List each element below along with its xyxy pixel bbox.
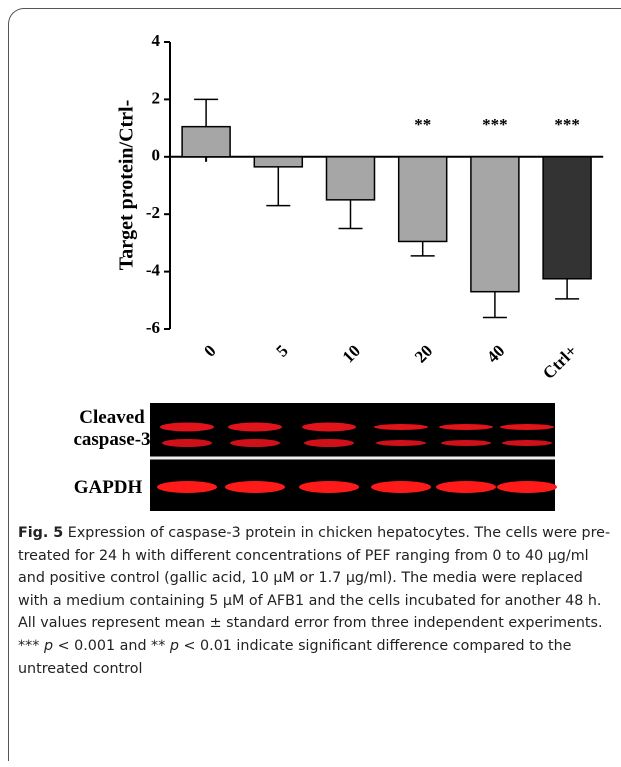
band [302, 423, 356, 432]
band [304, 439, 354, 447]
y-tick-label: -2 [146, 203, 160, 222]
page: Target protein/Ctrl- Cleavedcaspase-3 GA… [0, 0, 621, 767]
bar [399, 157, 447, 242]
caption-text: < 0.001 and ** [53, 638, 170, 654]
blot-label-line: Cleaved [79, 407, 145, 428]
x-tick-label: Ctrl+ [539, 341, 581, 383]
band [225, 481, 285, 493]
band [436, 481, 496, 493]
bar [182, 127, 230, 157]
bar [471, 157, 519, 292]
band [157, 481, 217, 493]
y-tick-label: 0 [152, 146, 161, 165]
band [376, 440, 426, 446]
y-tick-label: -6 [146, 318, 160, 337]
error-bar [555, 279, 579, 299]
bar [254, 157, 302, 167]
x-tick-label: 0 [200, 341, 219, 360]
blot-label-line: caspase-3 [73, 429, 150, 450]
x-tick-label: 20 [411, 341, 436, 366]
band [500, 424, 554, 430]
band [230, 439, 280, 447]
band [371, 481, 431, 493]
band [497, 481, 557, 493]
error-bar [266, 167, 290, 206]
significance-label: *** [482, 115, 508, 134]
error-bar [339, 200, 363, 229]
error-bar [483, 292, 507, 318]
band [299, 481, 359, 493]
significance-label: *** [554, 115, 580, 134]
band [228, 423, 282, 432]
y-axis-label: Target protein/Ctrl- [116, 100, 138, 271]
caption-label: Fig. 5 [18, 525, 63, 541]
band [162, 439, 212, 447]
blot-label: GAPDH [74, 477, 143, 498]
error-bar [194, 99, 218, 126]
y-tick-label: -4 [146, 261, 161, 280]
bar [543, 157, 591, 279]
x-tick-label: 40 [483, 341, 508, 366]
caption-text: Expression of caspase-3 protein in chick… [18, 525, 610, 654]
band [160, 423, 214, 432]
error-bar [411, 241, 435, 255]
band [502, 440, 552, 446]
y-tick-label: 4 [152, 31, 161, 50]
significance-label: ** [414, 115, 431, 134]
band [374, 424, 428, 430]
band [441, 440, 491, 446]
x-tick-label: 10 [339, 341, 364, 366]
y-tick-label: 2 [152, 88, 161, 107]
caption: Fig. 5 Expression of caspase-3 protein i… [18, 522, 612, 680]
caption-text: p [44, 638, 53, 654]
band [439, 424, 493, 430]
caption-text: p [170, 638, 179, 654]
x-tick-label: 5 [272, 341, 291, 360]
bar [327, 157, 375, 200]
